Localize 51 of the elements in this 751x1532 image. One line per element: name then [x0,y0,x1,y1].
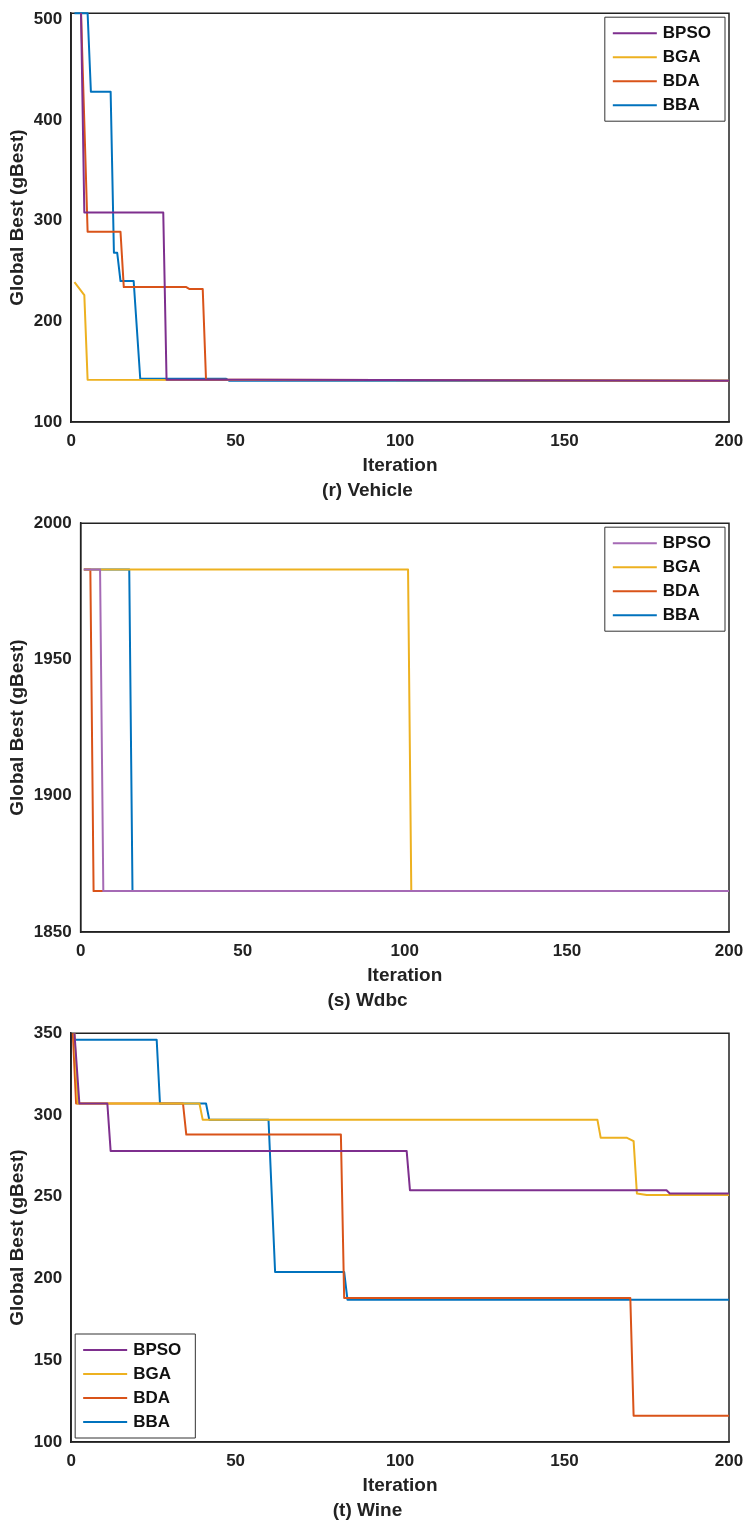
y-axis-title: Global Best (gBest) [5,1149,27,1326]
x-tick-label: 0 [75,940,86,960]
legend-label: BDA [662,70,700,90]
y-tick-label: 150 [33,1349,63,1369]
text: (s) Wdbc [327,988,409,1010]
legend-label: BPSO [662,532,712,552]
x-tick-label: 200 [714,1450,744,1470]
y-tick-label: 1950 [33,649,72,669]
text: (r) Vehicle [322,478,413,500]
legend-label: BDA [133,1387,171,1407]
y-tick-label: 100 [33,411,63,431]
legend-label: BGA [133,1363,171,1383]
y-tick-label: 250 [33,1186,63,1206]
x-axis-title: Iteration [362,454,438,476]
legend-label: BPSO [133,1339,182,1359]
legend-label: BBA [662,604,700,624]
x-tick-label: 50 [233,940,253,960]
y-tick-label: 2000 [33,512,72,532]
y-tick-label: 200 [33,311,63,330]
y-tick-label: 1900 [33,785,72,805]
x-tick-label: 100 [385,430,415,450]
y-axis-title: Global Best (gBest) [5,129,27,306]
legend-label: BGA [662,46,701,66]
y-tick-label: 500 [33,8,63,28]
legend-label: BGA [662,556,701,576]
x-tick-label: 150 [550,1450,579,1470]
x-tick-label: 100 [390,940,419,960]
x-axis-title: Iteration [362,1474,438,1496]
x-tick-label: 50 [226,430,246,450]
x-tick-label: 150 [552,940,582,960]
x-tick-label: 200 [714,940,744,960]
x-tick-label: 150 [550,430,579,450]
y-tick-label: 300 [33,210,63,230]
text: (t) Wine [332,1498,403,1520]
x-tick-label: 0 [66,430,76,450]
y-tick-label: 200 [33,1268,63,1288]
x-tick-label: 50 [226,1450,246,1470]
x-tick-label: 200 [714,430,744,450]
x-tick-label: 0 [66,1450,76,1470]
legend-label: BBA [133,1411,171,1431]
x-tick-label: 100 [385,1450,415,1470]
y-tick-label: 1850 [33,921,72,941]
y-tick-label: 300 [33,1104,63,1124]
legend-label: BPSO [662,22,712,42]
legend-label: BDA [662,580,700,600]
y-axis-title: Global Best (gBest) [5,639,27,816]
y-tick-label: 350 [33,1022,63,1042]
y-tick-label: 100 [33,1431,63,1451]
x-axis-title: Iteration [367,964,443,986]
y-tick-label: 400 [33,109,63,129]
legend-label: BBA [662,94,700,114]
